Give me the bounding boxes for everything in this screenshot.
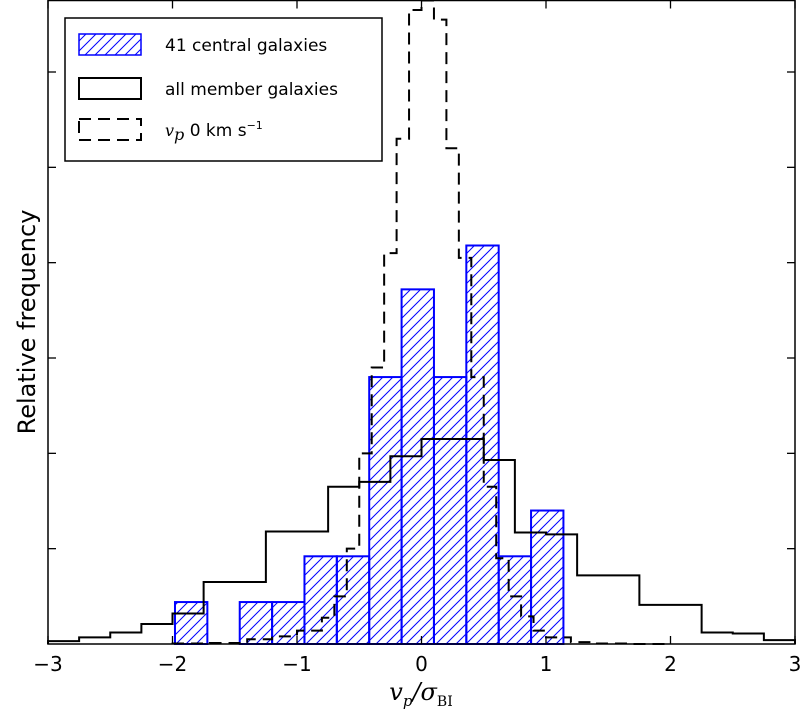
x-tick-label: −2 [158, 652, 187, 676]
x-axis-label: vp/σBI [389, 678, 452, 710]
legend-swatch-zero [78, 118, 142, 141]
x-tick-label: 3 [789, 652, 802, 676]
zero-velocity-step-line [171, 0, 671, 645]
zero-velocity-step [171, 0, 671, 645]
central-galaxies-bar [432, 376, 468, 645]
central-galaxies-bar [497, 555, 533, 645]
legend: 41 central galaxies all member galaxies … [64, 17, 383, 162]
legend-label-zero-text: 0 km s [184, 121, 246, 141]
central-galaxies-bar [271, 601, 306, 646]
central-galaxies-bar [368, 376, 403, 645]
x-axis-label-sub2: BI [437, 694, 453, 710]
central-galaxies-bar [530, 509, 565, 645]
all-members-step-line [47, 438, 796, 644]
x-tick-label: 2 [664, 652, 677, 676]
legend-label-all: all member galaxies [165, 80, 338, 100]
legend-swatch-central [78, 33, 142, 56]
x-tick-label: 0 [415, 652, 428, 676]
central-galaxies-bar [400, 288, 435, 645]
legend-label-central: 41 central galaxies [165, 36, 327, 56]
x-tick-label: −1 [282, 652, 311, 676]
y-axis-label: Relative frequency [13, 210, 41, 435]
x-tick-label: −3 [33, 652, 62, 676]
x-tick-labels: −3 −2 −1 0 1 2 3 [33, 652, 801, 676]
x-axis-label-sub1: p [403, 692, 413, 710]
central-galaxies-bar [173, 601, 209, 646]
legend-label-zero: vp 0 km s−1 [165, 119, 263, 144]
legend-label-zero-sub: p [174, 125, 184, 144]
legend-swatch-all [78, 77, 142, 100]
legend-label-zero-math: v [165, 121, 174, 140]
central-galaxies-bars [173, 244, 565, 646]
central-galaxies-bar [465, 244, 500, 646]
x-axis-label-slash: /σ [410, 678, 437, 706]
legend-label-zero-sup: −1 [247, 119, 263, 132]
central-galaxies-bar [335, 555, 371, 645]
axis-ticks [47, 0, 796, 644]
x-tick-label: 1 [540, 652, 553, 676]
all-members-step [47, 438, 796, 644]
x-axis-label-main: v [389, 678, 403, 706]
central-galaxies-bar [238, 601, 274, 646]
